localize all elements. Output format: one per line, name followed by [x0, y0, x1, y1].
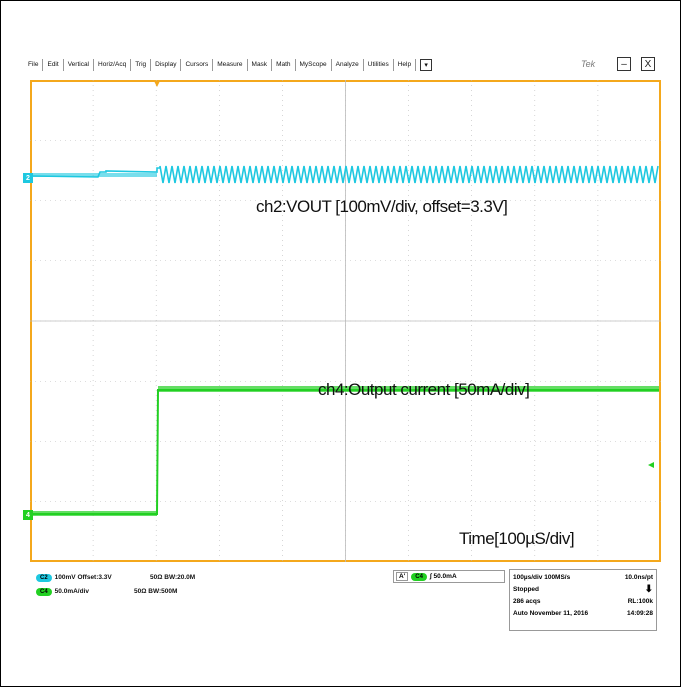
- ch4-noise-low: [32, 511, 157, 516]
- menu-item-math[interactable]: Math: [272, 59, 296, 71]
- menu-item-utilities[interactable]: Utilities: [364, 59, 394, 71]
- ch4-ground-marker[interactable]: 4: [23, 510, 33, 520]
- menu-item-help[interactable]: Help: [394, 59, 417, 71]
- menu-item-myscope[interactable]: MyScope: [296, 59, 332, 71]
- menu-item-analyze[interactable]: Analyze: [332, 59, 364, 71]
- trigger-position-marker: [154, 81, 160, 87]
- ch2-settings: 100mV Offset:3.3V: [54, 574, 112, 581]
- ch4-annotation: ch4:Output current [50mA/div]: [318, 380, 530, 399]
- menu-item-vertical[interactable]: Vertical: [64, 59, 95, 71]
- ch2-ground-marker[interactable]: 2: [23, 173, 33, 183]
- trigger-source-chip: C4: [411, 572, 427, 581]
- ch4-chip[interactable]: C4: [36, 588, 52, 596]
- tek-logo: Tek: [581, 59, 596, 69]
- trigger-level-marker: [648, 462, 654, 468]
- ch4-status[interactable]: C4 50.0mA/div: [36, 588, 89, 596]
- ch4-settings: 50.0mA/div: [54, 588, 89, 595]
- menu-item-file[interactable]: File: [24, 59, 44, 71]
- menu-item-mask[interactable]: Mask: [248, 59, 273, 71]
- menu-item-edit[interactable]: Edit: [43, 59, 64, 71]
- menu-item-measure[interactable]: Measure: [213, 59, 248, 71]
- menu-dropdown-icon[interactable]: ▾: [420, 59, 433, 71]
- ch4-impedance: 50Ω BW:500M: [134, 588, 178, 595]
- menu-item-trig[interactable]: Trig: [131, 59, 152, 71]
- menu-item-cursors[interactable]: Cursors: [181, 59, 214, 71]
- menu-item-horizacq[interactable]: Horiz/Acq: [94, 59, 132, 71]
- menu-bar: File Edit Vertical Horiz/Acq Trig Display Curs…: [24, 57, 433, 73]
- ch2-chip[interactable]: C2: [36, 574, 52, 582]
- record-length: RL:100k: [627, 598, 653, 605]
- ch2-impedance: 50Ω BW:20.0M: [150, 574, 196, 581]
- ch2-annotation: ch2:VOUT [100mV/div, offset=3.3V]: [256, 197, 508, 216]
- trigger-readout[interactable]: A' C4 ∫ 50.0mA: [393, 570, 505, 583]
- acq-state: Stopped: [513, 586, 539, 593]
- minimize-button[interactable]: –: [617, 57, 631, 71]
- acq-count: 286 acqs: [513, 598, 541, 605]
- timebase: 100µs/div 100MS/s: [513, 574, 571, 581]
- clock-time: 14:09:28: [626, 610, 653, 617]
- ch2-waveform: [31, 165, 659, 184]
- ch2-noise-band: [32, 173, 157, 177]
- acquisition-panel[interactable]: 100µs/div 100MS/s 10.0ns/pt Stopped ⬇ 286 …: [509, 569, 657, 631]
- sample-interval: 10.0ns/pt: [624, 574, 653, 581]
- menu-item-display[interactable]: Display: [151, 59, 182, 71]
- ch2-status[interactable]: C2 100mV Offset:3.3V: [36, 574, 112, 582]
- trigger-level: ∫ 50.0mA: [429, 573, 457, 580]
- ch4-noise-high: [158, 386, 659, 392]
- graticule: [30, 80, 661, 562]
- trigger-a-label: A': [396, 572, 409, 581]
- single-shot-icon: ⬇: [644, 584, 653, 595]
- mode-date: Auto November 11, 2016: [513, 610, 589, 617]
- time-annotation: Time[100µS/div]: [459, 529, 575, 548]
- close-button[interactable]: X: [641, 57, 655, 71]
